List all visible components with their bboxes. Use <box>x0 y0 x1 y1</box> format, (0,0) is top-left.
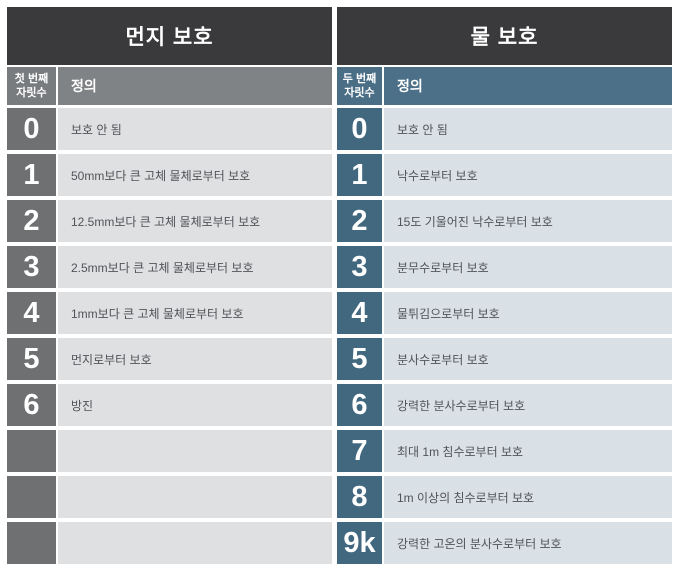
definition-cell: 50mm보다 큰 고체 물체로부터 보호 <box>58 154 332 196</box>
definition-cell <box>58 476 332 518</box>
table-row: 5 분사수로부터 보호 <box>337 338 672 380</box>
digit-cell <box>7 430 56 472</box>
table-row: 5 먼지로부터 보호 <box>7 338 332 380</box>
digit-cell <box>7 476 56 518</box>
definition-cell: 1mm보다 큰 고체 물체로부터 보호 <box>58 292 332 334</box>
second-digit-column-header: 두 번째 자릿수 <box>337 67 382 105</box>
table-row: 2 15도 기울어진 낙수로부터 보호 <box>337 200 672 242</box>
digit-cell: 2 <box>7 200 56 242</box>
table-row: 0 보호 안 됨 <box>337 108 672 150</box>
table-row: 0 보호 안 됨 <box>7 108 332 150</box>
table-row: 8 1m 이상의 침수로부터 보호 <box>337 476 672 518</box>
digit-cell: 5 <box>337 338 382 380</box>
table-row: 3 2.5mm보다 큰 고체 물체로부터 보호 <box>7 246 332 288</box>
table-row: 4 물튀김으로부터 보호 <box>337 292 672 334</box>
definition-cell: 강력한 고온의 분사수로부터 보호 <box>384 522 672 564</box>
definition-column-header: 정의 <box>384 67 672 105</box>
digit-cell: 9k <box>337 522 382 564</box>
dust-rows: 0 보호 안 됨 1 50mm보다 큰 고체 물체로부터 보호 2 12.5mm보다 큰 … <box>7 108 332 564</box>
definition-cell: 2.5mm보다 큰 고체 물체로부터 보호 <box>58 246 332 288</box>
definition-cell: 먼지로부터 보호 <box>58 338 332 380</box>
water-table-title: 물 보호 <box>337 7 672 65</box>
definition-column-header: 정의 <box>58 67 332 105</box>
definition-cell: 분무수로부터 보호 <box>384 246 672 288</box>
definition-cell: 보호 안 됨 <box>384 108 672 150</box>
table-row: 1 낙수로부터 보호 <box>337 154 672 196</box>
digit-cell: 6 <box>7 384 56 426</box>
water-subheader-row: 두 번째 자릿수 정의 <box>337 67 672 105</box>
digit-cell: 5 <box>7 338 56 380</box>
digit-cell <box>7 522 56 564</box>
table-row: 7 최대 1m 침수로부터 보호 <box>337 430 672 472</box>
definition-cell: 최대 1m 침수로부터 보호 <box>384 430 672 472</box>
digit-cell: 0 <box>337 108 382 150</box>
definition-cell: 강력한 분사수로부터 보호 <box>384 384 672 426</box>
table-row: 6 방진 <box>7 384 332 426</box>
digit-cell: 1 <box>337 154 382 196</box>
water-rows: 0 보호 안 됨 1 낙수로부터 보호 2 15도 기울어진 낙수로부터 보호 3 분무수로부… <box>337 108 672 564</box>
table-row <box>7 476 332 518</box>
table-row <box>7 430 332 472</box>
definition-cell <box>58 522 332 564</box>
water-protection-table: 물 보호 두 번째 자릿수 정의 0 보호 안 됨 1 낙수로부터 보호 2 15도 기울… <box>337 7 672 564</box>
dust-protection-table: 먼지 보호 첫 번째 자릿수 정의 0 보호 안 됨 1 50mm보다 큰 고체 물체… <box>7 7 332 564</box>
table-row: 9k 강력한 고온의 분사수로부터 보호 <box>337 522 672 564</box>
digit-cell: 4 <box>7 292 56 334</box>
definition-cell: 낙수로부터 보호 <box>384 154 672 196</box>
digit-cell: 7 <box>337 430 382 472</box>
digit-cell: 2 <box>337 200 382 242</box>
table-row: 3 분무수로부터 보호 <box>337 246 672 288</box>
digit-cell: 3 <box>337 246 382 288</box>
digit-cell: 1 <box>7 154 56 196</box>
table-row: 2 12.5mm보다 큰 고체 물체로부터 보호 <box>7 200 332 242</box>
dust-subheader-row: 첫 번째 자릿수 정의 <box>7 67 332 105</box>
digit-cell: 3 <box>7 246 56 288</box>
digit-cell: 0 <box>7 108 56 150</box>
table-row: 1 50mm보다 큰 고체 물체로부터 보호 <box>7 154 332 196</box>
definition-cell <box>58 430 332 472</box>
definition-cell: 방진 <box>58 384 332 426</box>
definition-cell: 1m 이상의 침수로부터 보호 <box>384 476 672 518</box>
definition-cell: 15도 기울어진 낙수로부터 보호 <box>384 200 672 242</box>
table-row <box>7 522 332 564</box>
table-row: 4 1mm보다 큰 고체 물체로부터 보호 <box>7 292 332 334</box>
table-row: 6 강력한 분사수로부터 보호 <box>337 384 672 426</box>
digit-cell: 6 <box>337 384 382 426</box>
first-digit-column-header: 첫 번째 자릿수 <box>7 67 56 105</box>
dust-table-title: 먼지 보호 <box>7 7 332 65</box>
definition-cell: 12.5mm보다 큰 고체 물체로부터 보호 <box>58 200 332 242</box>
digit-cell: 8 <box>337 476 382 518</box>
definition-cell: 보호 안 됨 <box>58 108 332 150</box>
definition-cell: 분사수로부터 보호 <box>384 338 672 380</box>
digit-cell: 4 <box>337 292 382 334</box>
definition-cell: 물튀김으로부터 보호 <box>384 292 672 334</box>
